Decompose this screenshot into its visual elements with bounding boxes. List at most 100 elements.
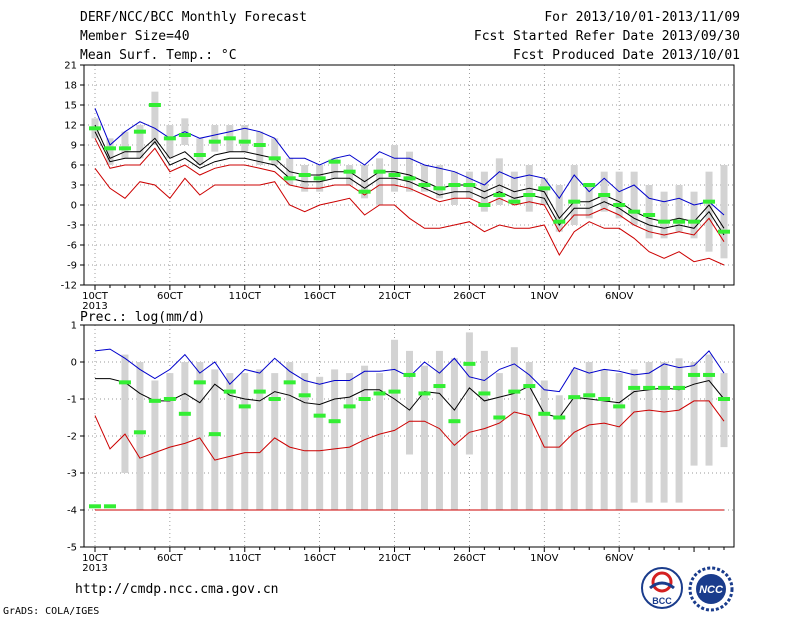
prec-member-mark-15 <box>313 413 326 418</box>
temp-member-mark-24 <box>448 183 461 187</box>
prec-member-mark-5 <box>163 397 176 401</box>
prec-member-mark-37 <box>643 385 656 390</box>
prec-ytick-label: -4 <box>67 506 77 517</box>
prec-member-mark-11 <box>253 389 266 394</box>
prec-xtick-label: 160CT <box>304 553 337 564</box>
temp-member-mark-3 <box>133 129 146 134</box>
bcc-logo-text: BCC <box>652 596 672 606</box>
temp-range-bar-35 <box>615 171 623 219</box>
prec-range-bar-15 <box>316 376 324 510</box>
temp-series-line-0 <box>94 108 725 216</box>
temp-member-mark-0 <box>89 126 101 131</box>
temp-member-mark-29 <box>523 193 536 197</box>
prec-member-mark-13 <box>283 380 296 385</box>
prec-member-mark-36 <box>628 385 641 390</box>
temp-range-bar-34 <box>600 171 608 212</box>
temp-range-bar-22 <box>420 165 428 192</box>
prec-member-mark-42 <box>718 397 730 401</box>
temp-member-mark-38 <box>658 219 671 224</box>
temp-range-bar-24 <box>450 171 458 205</box>
prec-member-mark-34 <box>598 397 611 401</box>
prec-range-bar-35 <box>615 373 623 510</box>
temp-range-bar-23 <box>435 165 443 199</box>
prec-range-bar-39 <box>675 358 683 503</box>
temp-member-mark-22 <box>418 183 431 187</box>
footer-url[interactable]: http://cmdp.ncc.cma.gov.cn <box>75 582 279 597</box>
precip-title: Prec.: log(mm/d) <box>80 310 206 325</box>
prec-member-mark-29 <box>523 384 536 389</box>
prec-member-mark-9 <box>223 389 236 394</box>
temp-range-bar-10 <box>241 125 249 152</box>
prec-range-bar-29 <box>525 362 533 510</box>
prec-member-mark-7 <box>193 380 206 385</box>
prec-member-mark-31 <box>553 415 566 420</box>
header-title: DERF/NCC/BCC Monthly Forecast <box>80 10 307 25</box>
temp-range-bar-28 <box>510 171 518 205</box>
prec-series-line-1 <box>95 378 725 419</box>
prec-range-bar-5 <box>166 373 174 510</box>
prec-member-mark-33 <box>583 393 596 398</box>
temp-ytick-label: 9 <box>71 141 77 152</box>
temp-member-mark-20 <box>388 173 401 177</box>
temp-member-mark-11 <box>253 143 266 147</box>
temp-xtick-label: 260CT <box>453 291 486 302</box>
prec-ytick-label: 0 <box>71 358 77 369</box>
temp-member-mark-42 <box>718 229 730 234</box>
prec-member-mark-1 <box>103 504 116 509</box>
prec-range-bar-17 <box>346 373 354 510</box>
temp-member-mark-33 <box>583 183 596 187</box>
prec-range-bar-11 <box>256 369 264 510</box>
prec-ytick-label: -2 <box>67 432 77 443</box>
temp-member-mark-4 <box>148 103 161 107</box>
temp-range-bar-39 <box>675 185 683 232</box>
prec-member-mark-22 <box>418 391 431 396</box>
prec-member-mark-16 <box>328 419 341 424</box>
temp-range-bar-16 <box>331 158 339 179</box>
temp-range-bar-4 <box>151 91 159 145</box>
temp-series-line-1 <box>94 124 725 229</box>
prec-member-mark-4 <box>148 398 161 403</box>
temp-member-mark-27 <box>493 193 506 197</box>
prec-range-bar-27 <box>495 373 503 510</box>
prec-member-mark-23 <box>433 384 446 389</box>
temp-range-bar-42 <box>720 165 728 259</box>
temp-member-mark-17 <box>343 169 356 174</box>
temp-xtick-label: 60CT <box>157 291 184 302</box>
temp-member-mark-26 <box>478 203 491 207</box>
prec-range-bar-10 <box>241 373 249 510</box>
temp-member-mark-1 <box>103 146 116 151</box>
temp-range-bar-27 <box>495 158 503 205</box>
prec-xtick-year: 2013 <box>82 563 107 574</box>
prec-range-bar-41 <box>705 354 713 466</box>
prec-member-mark-18 <box>358 397 371 401</box>
prec-member-mark-39 <box>673 385 686 390</box>
temp-ytick-label: 18 <box>64 81 77 92</box>
temp-range-bar-1 <box>106 138 114 165</box>
temp-member-mark-5 <box>163 136 176 141</box>
temp-ytick-label: 21 <box>64 61 77 72</box>
temp-member-mark-9 <box>223 136 236 141</box>
prec-range-bar-38 <box>660 362 668 503</box>
prec-range-bar-42 <box>720 373 728 448</box>
header-produced-date: Fcst Produced Date 2013/10/01 <box>513 48 740 63</box>
prec-xtick-label: 210CT <box>378 553 411 564</box>
prec-range-bar-8 <box>211 369 219 510</box>
temp-member-mark-7 <box>193 153 206 157</box>
prec-range-bar-2 <box>121 354 129 473</box>
prec-member-mark-17 <box>343 404 356 409</box>
prec-xtick-label: 260CT <box>453 553 486 564</box>
prec-range-bar-13 <box>286 362 294 510</box>
temp-ytick-label: 0 <box>71 201 77 212</box>
temp-range-bar-38 <box>660 191 668 239</box>
prec-xtick-label: 60CT <box>157 553 184 564</box>
prec-ytick-label: -1 <box>67 395 77 406</box>
temp-ytick-label: -12 <box>61 281 77 292</box>
temp-ytick-label: 3 <box>71 181 77 192</box>
temp-member-mark-14 <box>298 173 311 177</box>
ncc-logo-text: NCC <box>699 584 724 596</box>
temp-xtick-year: 2013 <box>82 301 107 312</box>
temp-member-mark-13 <box>283 176 296 181</box>
temp-member-mark-21 <box>403 176 416 181</box>
temp-member-mark-40 <box>688 219 701 224</box>
temp-xtick-label: 110CT <box>229 291 262 302</box>
